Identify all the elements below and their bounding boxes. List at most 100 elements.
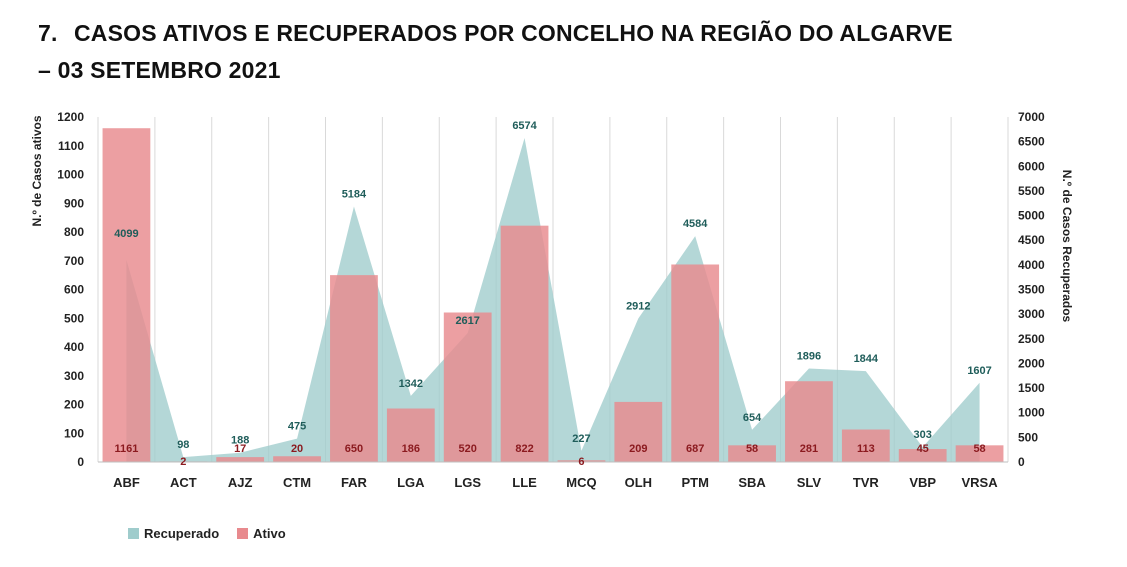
- y-tick-label-right: 3500: [1018, 283, 1045, 297]
- x-tick-label-ptm: PTM: [681, 475, 708, 490]
- y-tick-label-right: 500: [1018, 430, 1038, 444]
- x-tick-label-vrsa: VRSA: [962, 475, 999, 490]
- x-tick-label-abf: ABF: [113, 475, 140, 490]
- y-tick-label-left: 900: [64, 196, 84, 210]
- x-tick-label-mcq: MCQ: [566, 475, 596, 490]
- y-tick-label-left: 300: [64, 369, 84, 383]
- data-label-ativo-sba: 58: [746, 443, 758, 455]
- y-tick-label-left: 1000: [57, 168, 84, 182]
- bar-ativo-olh: [614, 401, 663, 462]
- x-tick-label-ajz: AJZ: [228, 475, 253, 490]
- y-tick-label-left: 200: [64, 398, 84, 412]
- data-label-ativo-ptm: 687: [686, 443, 704, 455]
- y-tick-label-left: 800: [64, 225, 84, 239]
- section-number: 7.: [38, 20, 58, 46]
- bar-ativo-lgs: [443, 312, 492, 462]
- y-tick-label-left: 1200: [57, 110, 84, 124]
- data-label-recuperado-lgs: 2617: [455, 315, 479, 327]
- x-tick-label-act: ACT: [170, 475, 197, 490]
- legend-item-active: Ativo: [237, 526, 286, 541]
- data-label-recuperado-ajz: 188: [231, 435, 249, 447]
- x-tick-label-ctm: CTM: [283, 475, 311, 490]
- data-label-recuperado-tvr: 1844: [854, 353, 879, 365]
- data-label-ativo-lle: 822: [515, 443, 533, 455]
- bar-ativo-vbp: [898, 449, 947, 462]
- data-label-ativo-act: 2: [180, 456, 186, 468]
- bar-ativo-tvr: [841, 429, 890, 462]
- bar-ativo-ctm: [273, 456, 321, 462]
- x-tick-label-olh: OLH: [625, 475, 652, 490]
- data-label-ativo-lgs: 520: [459, 443, 477, 455]
- y-tick-label-left: 700: [64, 254, 84, 268]
- y-tick-label-left: 1100: [58, 139, 84, 153]
- y-tick-label-left: 400: [64, 340, 84, 354]
- bar-ativo-sba: [728, 445, 776, 462]
- data-label-recuperado-vbp: 303: [914, 429, 932, 441]
- title-text: CASOS ATIVOS E RECUPERADOS POR CONCELHO …: [74, 20, 953, 46]
- y-tick-label-right: 5000: [1018, 209, 1045, 223]
- x-tick-label-lgs: LGS: [454, 475, 481, 490]
- data-label-recuperado-act: 98: [177, 439, 189, 451]
- y-tick-label-right: 5500: [1018, 184, 1045, 198]
- data-label-ativo-vbp: 45: [917, 443, 929, 455]
- y-tick-label-right: 2000: [1018, 356, 1045, 370]
- y-tick-label-right: 6500: [1018, 135, 1045, 149]
- data-label-recuperado-ptm: 4584: [683, 218, 708, 230]
- data-label-ativo-slv: 281: [800, 443, 818, 455]
- chart-legend: Recuperado Ativo: [128, 526, 286, 541]
- chart-title-line2: – 03 SETEMBRO 2021: [38, 57, 281, 83]
- data-label-recuperado-lga: 1342: [399, 378, 423, 390]
- y-tick-label-right: 2500: [1018, 332, 1045, 346]
- y-tick-label-left: 100: [64, 426, 84, 440]
- data-label-recuperado-slv: 1896: [797, 351, 821, 363]
- x-tick-label-vbp: VBP: [909, 475, 936, 490]
- bar-ativo-ajz: [216, 457, 265, 462]
- legend-swatch-recovered: [128, 528, 139, 539]
- y-tick-label-right: 4500: [1018, 233, 1045, 247]
- y-tick-label-right: 3000: [1018, 307, 1045, 321]
- data-label-ativo-mcq: 6: [578, 456, 584, 468]
- y-tick-label-left: 600: [64, 283, 84, 297]
- x-tick-label-lle: LLE: [512, 475, 537, 490]
- legend-item-recovered: Recuperado: [128, 526, 219, 541]
- x-tick-label-sba: SBA: [738, 475, 766, 490]
- x-tick-label-far: FAR: [341, 475, 368, 490]
- bar-ativo-abf: [102, 128, 151, 462]
- chart-title-line1: 7. CASOS ATIVOS E RECUPERADOS POR CONCELH…: [38, 20, 953, 47]
- y-axis-title-left: N.º de Casos ativos: [30, 115, 44, 226]
- bar-ativo-ptm: [671, 264, 720, 462]
- bar-ativo-mcq: [557, 460, 606, 462]
- data-label-recuperado-abf: 4099: [114, 228, 138, 240]
- data-label-ativo-far: 650: [345, 443, 363, 455]
- data-label-ativo-ajz: 17: [234, 443, 246, 455]
- data-label-ativo-abf: 1161: [115, 443, 139, 455]
- data-label-recuperado-lle: 6574: [512, 120, 537, 132]
- legend-label-recovered: Recuperado: [144, 526, 220, 541]
- data-label-ativo-ctm: 20: [291, 443, 303, 455]
- y-tick-label-right: 1500: [1018, 381, 1045, 395]
- data-label-ativo-lga: 186: [402, 443, 420, 455]
- y-axis-title-right: N.º de Casos Recuperados: [1060, 170, 1074, 323]
- y-tick-label-left: 500: [64, 311, 84, 325]
- y-tick-label-right: 6000: [1018, 159, 1045, 173]
- legend-label-active: Ativo: [253, 526, 286, 541]
- data-label-ativo-olh: 209: [629, 443, 647, 455]
- y-tick-label-left: 0: [77, 455, 84, 469]
- data-label-ativo-vrsa: 58: [973, 443, 985, 455]
- bar-ativo-lga: [386, 408, 435, 462]
- bar-ativo-vrsa: [955, 445, 1004, 462]
- data-label-ativo-tvr: 113: [857, 443, 875, 455]
- legend-swatch-active: [237, 528, 249, 539]
- data-label-recuperado-olh: 2912: [626, 300, 650, 312]
- data-label-recuperado-vrsa: 1607: [967, 365, 991, 377]
- x-tick-label-slv: SLV: [797, 475, 822, 490]
- y-tick-label-right: 0: [1018, 455, 1025, 469]
- data-label-recuperado-far: 5184: [342, 189, 367, 201]
- bar-ativo-far: [330, 275, 378, 462]
- x-tick-label-lga: LGA: [397, 475, 425, 490]
- bar-ativo-slv: [785, 381, 833, 462]
- data-label-recuperado-sba: 654: [743, 412, 762, 424]
- data-label-recuperado-mcq: 227: [572, 433, 590, 445]
- y-tick-label-right: 1000: [1018, 406, 1045, 420]
